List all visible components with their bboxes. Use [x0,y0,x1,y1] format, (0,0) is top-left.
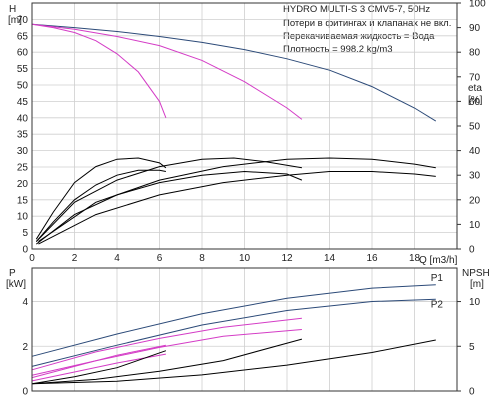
info-box: HYDRO MULTI-S 3 CMV5-7, 50Hz Потери в фи… [283,4,451,55]
bottom-y2label-npsh: NPSH [462,268,490,279]
top-y2tick-label: 100 [469,0,486,10]
top-xtick-label: 6 [157,253,163,264]
bottom-curve-3 [31,329,302,376]
bottom-curve-7 [31,338,303,385]
top-y2tick-label: 20 [469,195,481,206]
info-title: HYDRO MULTI-S 3 CMV5-7, 50Hz [283,4,430,15]
bottom-plot-frame [31,267,458,392]
top-y2tick-label: 30 [469,171,481,182]
top-ytick-label: 50 [17,81,29,92]
top-curve-6 [35,170,303,245]
top-curve-4 [35,169,166,242]
series-label-p1: P1 [431,273,444,284]
bottom-curve-p2 [31,298,436,367]
top-xtick-label: 4 [114,253,120,264]
top-ytick-label: 65 [17,31,29,42]
top-y2tick-label: 90 [469,23,481,34]
bottom-y2label-unit: [m] [470,279,484,290]
top-y2tick-label: 40 [469,146,481,157]
top-ytick-label: 45 [17,97,29,108]
top-xtick-label: 18 [409,253,421,264]
bottom-curve-2 [31,317,302,371]
top-ytick-label: 55 [17,64,29,75]
top-y2label-unit: [%] [468,95,483,106]
info-line-fittings: Потери в фитингах и клапанах не вкл. [283,18,451,29]
top-xlabel: Q [m3/h] [419,255,458,266]
top-curve-8 [38,171,436,245]
top-ytick-label: 20 [17,179,29,190]
top-ytick-label: 15 [17,195,29,206]
top-curve-0 [31,23,437,122]
bottom-y2tick-label: 10 [469,297,481,308]
top-curve-2 [31,23,167,118]
bottom-curve-p1 [31,284,436,357]
bottom-y2tick-label: 0 [469,387,475,398]
top-ytick-label: 60 [17,48,29,59]
top-y2tick-label: 0 [469,245,475,256]
bottom-curve-6 [31,350,167,385]
top-ytick-label: 40 [17,113,29,124]
bottom-ylabel-p: P [9,268,16,279]
top-y2tick-label: 60 [469,97,481,108]
top-y2tick-label: 70 [469,72,481,83]
top-ytick-label: 30 [17,146,29,157]
bottom-ytick-label: 0 [22,387,28,398]
top-xtick-label: 14 [324,253,336,264]
top-plot-frame [31,2,458,250]
bottom-ytick-label: 2 [22,342,28,353]
info-line-density: Плотность = 998.2 kg/m3 [283,44,393,55]
top-ylabel-unit: [m] [8,15,22,26]
bottom-ytick-label: 4 [22,297,28,308]
top-xtick-label: 10 [239,253,251,264]
bottom-curve-8 [31,339,436,385]
top-curve-5 [35,157,302,242]
top-curve-1 [31,23,303,120]
top-ytick-label: 35 [17,130,29,141]
top-xtick-label: 8 [199,253,205,264]
top-grid [32,3,457,249]
top-y2tick-label: 50 [469,122,481,133]
top-ticks: 0510152025303540455055606570010203040506… [17,0,486,264]
top-curve-3 [35,157,167,240]
top-ytick-label: 5 [22,228,28,239]
bottom-ylabel-unit: [kW] [6,279,26,290]
top-ytick-label: 0 [22,245,28,256]
top-xtick-label: 2 [72,253,78,264]
series-label-p2: P2 [431,299,444,310]
info-line-liquid: Перекачиваемая жидкость = Вода [283,31,435,42]
bottom-curves: P1 P2 [31,273,444,385]
top-ytick-label: 70 [17,15,29,26]
bottom-ticks: 0 2 4 0 5 10 [22,297,480,397]
top-ylabel-h: H [9,4,16,15]
top-y2tick-label: 80 [469,48,481,59]
top-xtick-label: 16 [366,253,378,264]
top-curve-7 [38,157,436,243]
top-curves [31,23,437,245]
top-y2label-eta: eta [468,83,482,94]
top-ytick-label: 25 [17,163,29,174]
bottom-curve-5 [31,353,166,382]
top-xtick-label: 12 [281,253,293,264]
top-y2tick-label: 10 [469,220,481,231]
top-ytick-label: 10 [17,212,29,223]
bottom-y2tick-label: 5 [469,342,475,353]
bottom-grid [32,268,457,391]
top-xtick-label: 0 [29,253,35,264]
bottom-curve-4 [31,344,167,379]
